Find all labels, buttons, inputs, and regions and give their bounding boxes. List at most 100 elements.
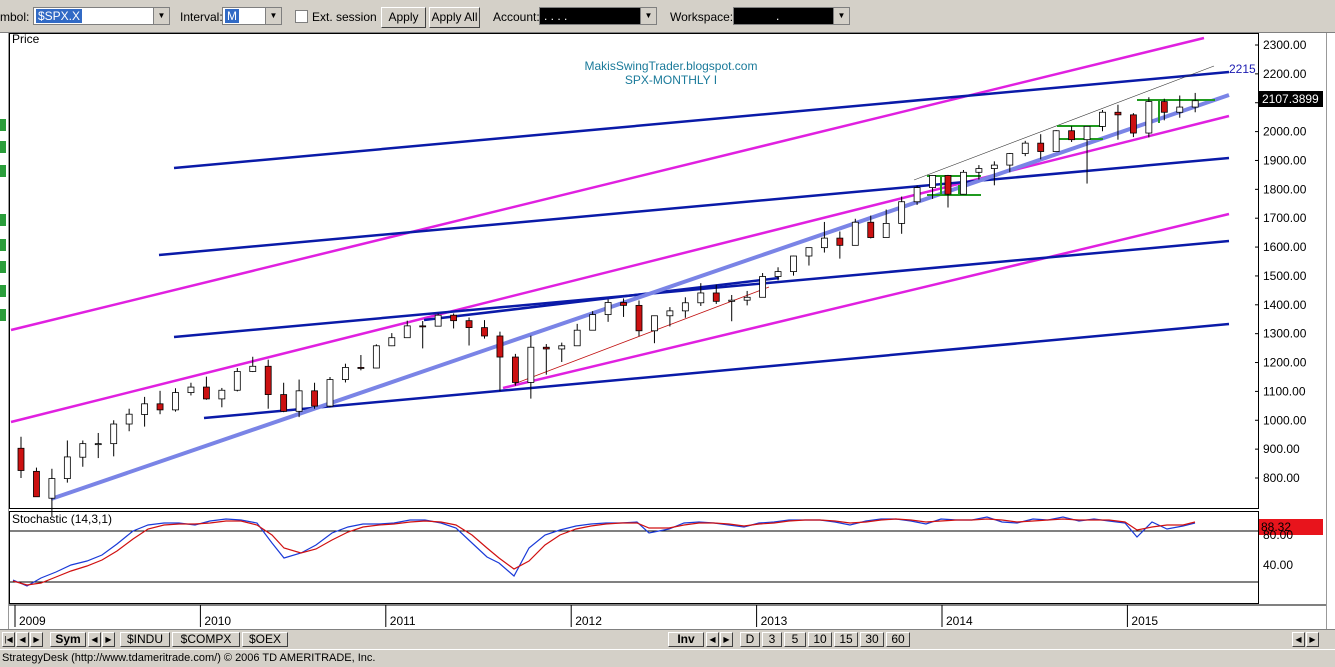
magenta-trendlines[interactable] bbox=[10, 36, 1230, 424]
candle-down bbox=[1160, 101, 1168, 113]
next-icon[interactable]: ▶ bbox=[30, 632, 43, 647]
tool-marker[interactable] bbox=[0, 165, 6, 177]
prev-icon[interactable]: ◀ bbox=[706, 632, 719, 647]
interval-combo[interactable]: M ▼ bbox=[222, 7, 282, 25]
workspace-combo[interactable]: . ▼ bbox=[733, 7, 850, 25]
tab-d[interactable]: D bbox=[740, 632, 760, 647]
candle-up bbox=[990, 164, 998, 169]
candle-up bbox=[48, 478, 56, 499]
chevron-down-icon[interactable]: ▼ bbox=[153, 8, 169, 24]
magenta-trendline[interactable] bbox=[10, 114, 1230, 424]
account-combo[interactable]: . . . . ▼ bbox=[539, 7, 657, 25]
candle-up bbox=[527, 346, 535, 383]
tool-marker[interactable] bbox=[0, 214, 6, 226]
tab-30[interactable]: 30 bbox=[860, 632, 884, 647]
tab-5[interactable]: 5 bbox=[784, 632, 806, 647]
candle-up bbox=[249, 365, 257, 372]
candle-up bbox=[558, 345, 566, 350]
tab-sym[interactable]: Sym bbox=[50, 632, 86, 647]
tab-oex[interactable]: $OEX bbox=[242, 632, 288, 647]
candle-up bbox=[960, 171, 967, 195]
price-tick-label: 1500.00 bbox=[1263, 269, 1307, 283]
symbol-combo[interactable]: $SPX.X ▼ bbox=[33, 7, 170, 25]
tool-marker[interactable] bbox=[0, 141, 6, 153]
account-value: . . . . bbox=[544, 9, 568, 23]
drawing-tools-strip[interactable] bbox=[0, 33, 9, 629]
chevron-down-icon[interactable]: ▼ bbox=[640, 8, 656, 24]
next-icon[interactable]: ▶ bbox=[102, 632, 115, 647]
chevron-down-icon[interactable]: ▼ bbox=[833, 8, 849, 24]
blue-trendline[interactable] bbox=[423, 276, 780, 322]
price-pane bbox=[9, 33, 1259, 509]
tab-compx[interactable]: $COMPX bbox=[172, 632, 240, 647]
first-icon[interactable]: |◀ bbox=[2, 632, 15, 647]
tab-indu[interactable]: $INDU bbox=[120, 632, 170, 647]
stochastic-k-line bbox=[12, 516, 1196, 587]
chevron-down-icon[interactable]: ▼ bbox=[265, 8, 281, 24]
tab-15[interactable]: 15 bbox=[834, 632, 858, 647]
magenta-trendline[interactable] bbox=[502, 212, 1230, 390]
tab-3[interactable]: 3 bbox=[762, 632, 782, 647]
candle-up bbox=[79, 443, 87, 458]
candle-down bbox=[419, 325, 427, 328]
tool-marker[interactable] bbox=[0, 309, 6, 321]
green-box[interactable] bbox=[1137, 99, 1215, 123]
year-label: 2014 bbox=[946, 614, 973, 628]
candle-up bbox=[1176, 106, 1184, 113]
tab-60[interactable]: 60 bbox=[886, 632, 910, 647]
blue-trendline[interactable] bbox=[203, 322, 1230, 420]
candle-up bbox=[743, 296, 751, 301]
thin-trendline[interactable] bbox=[913, 65, 1215, 181]
candle-up bbox=[187, 386, 195, 393]
candle-down bbox=[836, 237, 844, 246]
prev-icon[interactable]: ◀ bbox=[88, 632, 101, 647]
price-tick-label: 800.00 bbox=[1263, 471, 1300, 485]
next-icon[interactable]: ▶ bbox=[1306, 632, 1319, 647]
green-consolidation-boxes[interactable] bbox=[927, 99, 1215, 196]
green-box[interactable] bbox=[1057, 125, 1103, 140]
ext-session-checkbox[interactable] bbox=[295, 10, 308, 23]
blue-trendlines[interactable] bbox=[158, 70, 1230, 420]
workspace-value: . bbox=[776, 9, 780, 23]
tab-10[interactable]: 10 bbox=[808, 632, 832, 647]
candle-down bbox=[481, 327, 488, 337]
next-icon[interactable]: ▶ bbox=[720, 632, 733, 647]
apply-all-button[interactable]: Apply All bbox=[429, 7, 480, 28]
green-box[interactable] bbox=[927, 175, 981, 196]
candle-up bbox=[1006, 153, 1014, 166]
price-tick-label: 1400.00 bbox=[1263, 298, 1307, 312]
chart-area[interactable]: 2300.00 2200.00 2000.00 1900.00 1800.00 1700.… bbox=[9, 32, 1326, 629]
last-price-box bbox=[1259, 91, 1323, 107]
candle-down bbox=[542, 346, 550, 350]
apply-button[interactable]: Apply bbox=[381, 7, 426, 28]
prev-icon[interactable]: ◀ bbox=[1292, 632, 1305, 647]
tool-marker[interactable] bbox=[0, 261, 6, 273]
blue-trendline[interactable] bbox=[173, 239, 1230, 339]
support-trendline[interactable] bbox=[50, 93, 1230, 501]
target-label: 2215 bbox=[1229, 62, 1256, 76]
interval-label: Interval: bbox=[180, 10, 223, 24]
candle-up bbox=[1191, 100, 1199, 108]
blue-trendline[interactable] bbox=[158, 156, 1230, 257]
tool-marker[interactable] bbox=[0, 239, 6, 251]
price-chart[interactable]: 2300.00 2200.00 2000.00 1900.00 1800.00 1700.… bbox=[9, 32, 1326, 629]
magenta-trendline[interactable] bbox=[10, 36, 1205, 332]
candle-up bbox=[666, 310, 674, 317]
right-tools-strip[interactable] bbox=[1326, 33, 1335, 629]
tab-inv[interactable]: Inv bbox=[668, 632, 704, 647]
ext-session-label: Ext. session bbox=[312, 10, 377, 24]
prev-icon[interactable]: ◀ bbox=[16, 632, 29, 647]
thin-trendline[interactable] bbox=[513, 286, 770, 385]
tool-marker[interactable] bbox=[0, 285, 6, 297]
candle-up bbox=[125, 413, 133, 425]
tool-marker[interactable] bbox=[0, 119, 6, 131]
candles bbox=[17, 92, 1199, 517]
candle-down bbox=[1130, 114, 1137, 134]
bottom-tab-bar: |◀ ◀ ▶ Sym ◀ ▶ $INDU $COMPX $OEX Inv ◀ ▶… bbox=[0, 629, 1335, 649]
candle-up bbox=[1145, 101, 1153, 134]
candle-up bbox=[774, 271, 782, 277]
price-tick-label: 2200.00 bbox=[1263, 67, 1307, 81]
candle-up bbox=[898, 201, 906, 224]
candle-down bbox=[1114, 111, 1122, 116]
blue-trendline[interactable] bbox=[173, 70, 1230, 170]
